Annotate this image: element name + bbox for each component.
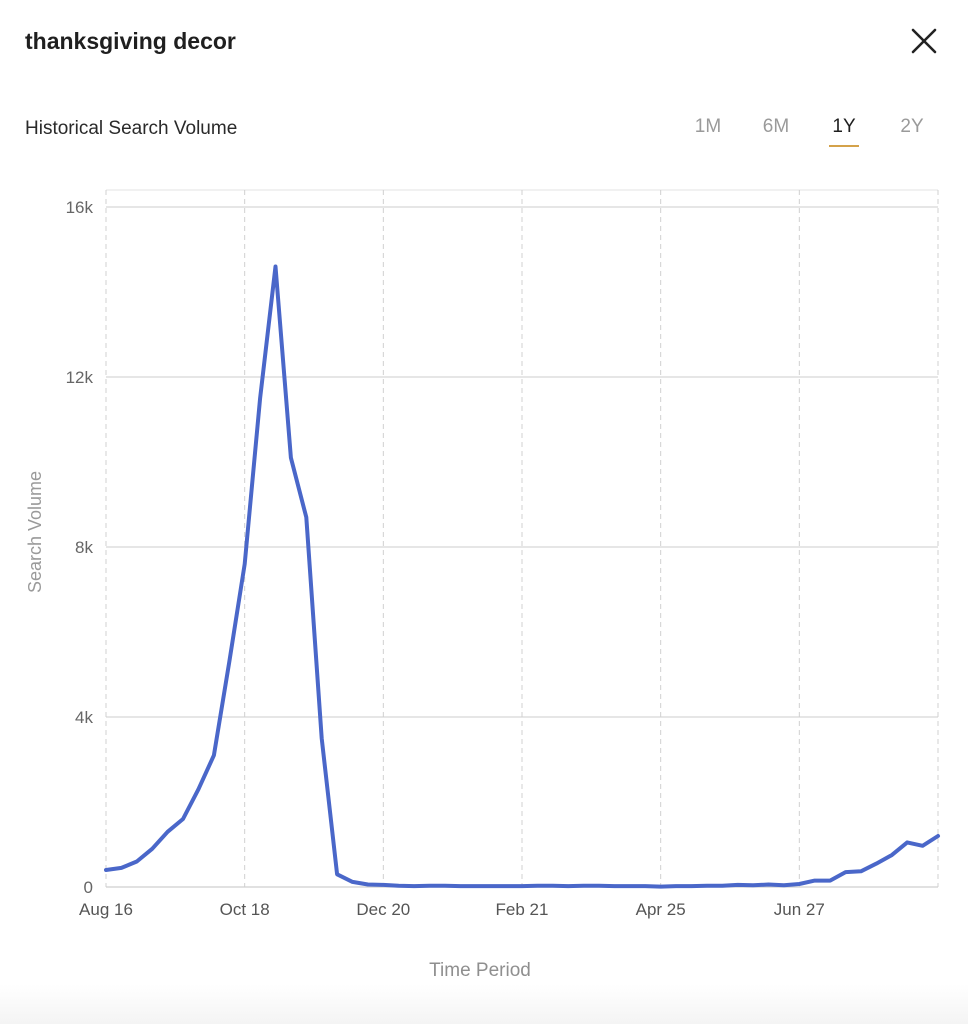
tab-1y[interactable]: 1Y bbox=[810, 116, 878, 147]
y-tick-label: 8k bbox=[75, 538, 93, 557]
y-tick-label: 0 bbox=[84, 878, 93, 897]
y-tick-label: 4k bbox=[75, 708, 93, 727]
x-tick-label: Feb 21 bbox=[496, 900, 549, 919]
x-tick-label: Dec 20 bbox=[356, 900, 410, 919]
close-icon bbox=[911, 28, 937, 54]
chart-subtitle: Historical Search Volume bbox=[25, 118, 238, 139]
bottom-fade bbox=[0, 984, 968, 1024]
x-tick-label: Oct 18 bbox=[220, 900, 270, 919]
x-tick-label: Jun 27 bbox=[774, 900, 825, 919]
close-button[interactable] bbox=[908, 25, 940, 57]
tab-2y[interactable]: 2Y bbox=[900, 116, 924, 137]
x-tick-label: Apr 25 bbox=[636, 900, 686, 919]
tab-1m[interactable]: 1M bbox=[694, 116, 722, 137]
tab-6m[interactable]: 6M bbox=[762, 116, 790, 137]
y-axis-label: Search Volume bbox=[25, 471, 45, 593]
x-axis-label: Time Period bbox=[429, 960, 531, 981]
y-tick-label: 16k bbox=[66, 198, 94, 217]
series-line bbox=[104, 264, 940, 889]
page-title: thanksgiving decor bbox=[25, 28, 236, 54]
y-tick-label: 12k bbox=[66, 368, 94, 387]
x-tick-label: Aug 16 bbox=[79, 900, 133, 919]
time-range-tabs: 1M 6M 1Y 2Y bbox=[674, 116, 946, 147]
